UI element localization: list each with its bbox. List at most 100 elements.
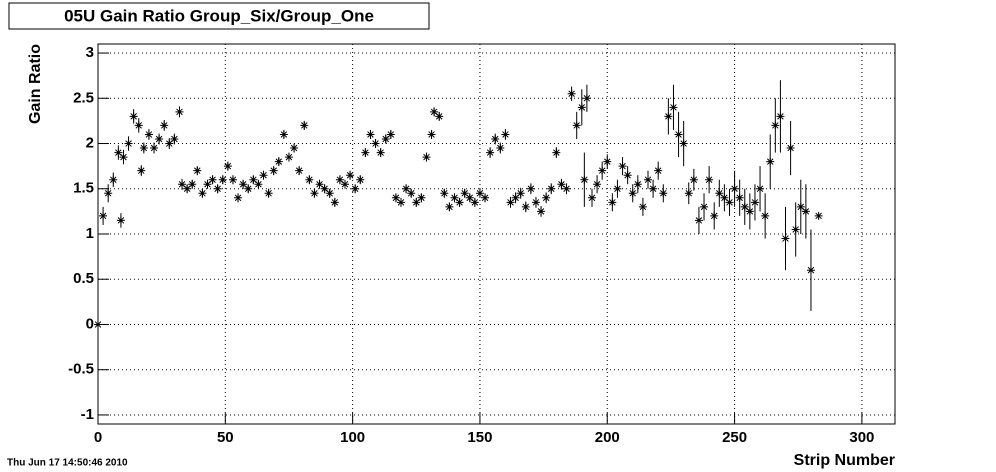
data-point: [577, 103, 586, 112]
data-point: [254, 180, 263, 189]
data-point: [124, 139, 133, 148]
data-point: [310, 189, 319, 198]
data-point: [745, 207, 754, 216]
data-point: [547, 184, 556, 193]
data-point: [386, 130, 395, 139]
data-point: [567, 89, 576, 98]
data-point: [700, 202, 709, 211]
data-point: [756, 184, 765, 193]
data-point: [330, 198, 339, 207]
data-point: [608, 198, 617, 207]
data-point: [761, 211, 770, 220]
data-point: [654, 166, 663, 175]
data-point: [170, 135, 179, 143]
data-point: [542, 193, 551, 202]
data-point: [259, 171, 268, 180]
data-point: [633, 180, 642, 189]
data-point: [94, 320, 102, 329]
x-tick-label: 50: [217, 429, 234, 446]
data-point: [366, 130, 375, 139]
x-tick-label: 0: [94, 429, 102, 446]
data-point: [511, 193, 520, 202]
data-point: [183, 184, 192, 193]
data-point: [562, 184, 571, 193]
data-point: [766, 157, 775, 166]
data-point: [455, 198, 464, 207]
data-point: [284, 153, 293, 162]
data-point: [223, 162, 232, 171]
x-tick-label: 100: [340, 429, 365, 446]
data-point: [781, 234, 790, 243]
data-point: [786, 144, 795, 153]
data-point: [198, 189, 207, 198]
data-point: [412, 198, 421, 207]
chart-title: 05U Gain Ratio Group_Six/Group_One: [64, 6, 374, 25]
data-point: [351, 184, 360, 193]
data-point: [715, 189, 724, 198]
data-point: [249, 175, 258, 184]
data-point: [776, 112, 785, 121]
data-point: [234, 193, 243, 202]
data-point: [801, 207, 810, 216]
data-point: [526, 184, 535, 193]
data-point: [300, 121, 309, 130]
data-point: [638, 202, 647, 211]
data-point: [239, 180, 248, 189]
data-point: [427, 130, 436, 139]
data-point: [356, 175, 365, 184]
data-point: [430, 107, 439, 116]
y-tick-label: 1.5: [73, 180, 94, 197]
data-point: [178, 180, 187, 189]
data-point: [99, 211, 108, 220]
data-point: [705, 175, 714, 184]
data-point: [203, 180, 212, 189]
data-point: [440, 189, 449, 198]
data-point: [481, 193, 490, 202]
data-point: [593, 180, 602, 189]
plot-frame: [97, 43, 896, 425]
data-point: [644, 175, 653, 184]
data-point: [274, 157, 283, 166]
data-point: [669, 103, 678, 112]
data-point: [346, 171, 355, 180]
data-point: [139, 144, 148, 153]
data-point: [684, 189, 693, 198]
data-point: [623, 171, 632, 180]
data-point: [740, 202, 749, 211]
data-point: [218, 175, 227, 184]
data-point: [735, 193, 744, 202]
data-point: [315, 180, 324, 189]
data-point: [340, 180, 349, 189]
data-point: [325, 189, 334, 198]
data-point: [119, 153, 128, 162]
data-point: [188, 180, 197, 189]
data-point: [417, 193, 426, 202]
data-point: [598, 166, 607, 175]
data-point: [445, 202, 454, 211]
data-point: [659, 189, 668, 198]
data-point: [587, 193, 596, 202]
data-point: [137, 166, 146, 175]
data-point: [160, 121, 169, 130]
data-point: [109, 175, 118, 184]
timestamp: Thu Jun 17 14:50:46 2010: [7, 458, 128, 469]
data-point: [361, 148, 370, 157]
data-point: [460, 189, 469, 198]
data-point: [552, 148, 561, 157]
data-point: [674, 130, 683, 139]
data-point: [694, 216, 703, 225]
data-point: [391, 193, 400, 202]
x-tick-label: 200: [595, 429, 620, 446]
data-point: [371, 139, 380, 148]
data-point: [335, 175, 344, 184]
data-point: [557, 180, 566, 189]
y-tick-label: -0.5: [68, 361, 94, 378]
data-point: [213, 184, 222, 193]
data-point: [730, 184, 739, 193]
data-point: [402, 184, 411, 193]
y-tick-label: 0: [86, 315, 94, 332]
data-point: [320, 184, 329, 193]
data-point: [244, 184, 253, 193]
data-point: [144, 130, 153, 139]
